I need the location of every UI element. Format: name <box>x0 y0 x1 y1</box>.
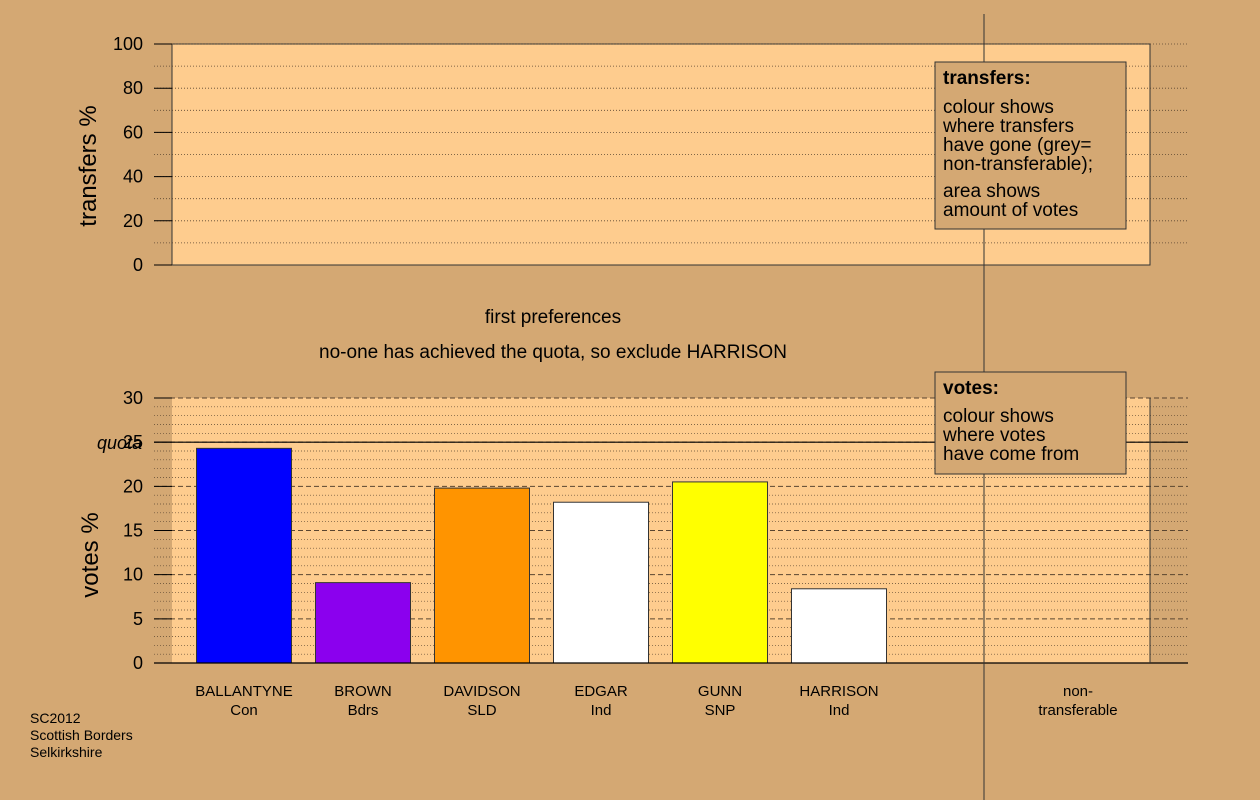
votes-panel: 0 5 10 15 20 25 30 quota votes % BALLANTYNE Con… <box>77 388 1188 719</box>
exclusion-message: no-one has achieved the quota, so exclud… <box>319 342 787 363</box>
transfers-legend-line: amount of votes <box>943 200 1078 221</box>
votes-tick-label: 30 <box>123 388 143 408</box>
candidate-name-label: BALLANTYNE <box>195 683 293 700</box>
transfers-tick-label: 20 <box>123 211 143 231</box>
candidate-party-label: Ind <box>591 702 612 719</box>
transfers-legend-box: transfers: colour shows where transfers … <box>934 61 1127 230</box>
vote-bar-brown <box>315 582 411 664</box>
footer-info: SC2012 Scottish Borders Selkirkshire <box>30 710 133 760</box>
vote-bar-davidson <box>434 487 530 664</box>
votes-tick-label: 15 <box>123 521 143 541</box>
candidate-name-label: EDGAR <box>574 683 628 700</box>
transfers-tick-label: 80 <box>123 78 143 98</box>
votes-tick-label: 5 <box>133 609 143 629</box>
transfers-legend-title: transfers: <box>943 68 1031 89</box>
transfers-tick-label: 60 <box>123 122 143 142</box>
quota-label: quota <box>97 433 142 453</box>
votes-y-axis-title: votes % <box>77 512 104 597</box>
votes-tick-label: 20 <box>123 476 143 496</box>
transfers-legend-line: colour shows <box>943 97 1054 118</box>
votes-tick-label: 25 <box>123 432 143 452</box>
candidate-name-label: BROWN <box>334 683 392 700</box>
footer-council: Scottish Borders <box>30 727 133 743</box>
candidate-party-label: Bdrs <box>348 702 379 719</box>
candidate-party-label: Ind <box>829 702 850 719</box>
transfers-tick-label: 0 <box>133 255 143 275</box>
candidate-party-label: SNP <box>705 702 736 719</box>
transfers-tick-label: 40 <box>123 167 143 187</box>
vote-bar-ballantyne <box>196 447 292 664</box>
vote-bar-edgar <box>553 501 649 664</box>
vote-bar-harrison <box>791 588 887 664</box>
votes-y-ticks: 0 5 10 15 20 25 30 <box>123 388 172 673</box>
vote-bar-gunn <box>672 481 768 664</box>
candidate-name-label: DAVIDSON <box>443 683 520 700</box>
candidate-party-label: transferable <box>1038 702 1117 719</box>
votes-legend-title: votes: <box>943 378 999 399</box>
transfers-legend-line: area shows <box>943 181 1040 202</box>
votes-legend-line: where votes <box>942 425 1045 446</box>
candidate-name-label: non- <box>1063 683 1093 700</box>
transfers-legend-line: have gone (grey= <box>943 135 1091 156</box>
votes-legend-box: votes: colour shows where votes have com… <box>934 371 1127 475</box>
candidate-party-label: SLD <box>467 702 496 719</box>
transfers-legend-line: where transfers <box>942 116 1074 137</box>
transfers-legend-line: non-transferable); <box>943 154 1093 175</box>
votes-tick-label: 0 <box>133 653 143 673</box>
candidate-labels: BALLANTYNE Con BROWN Bdrs DAVIDSON SLD EDGAR In… <box>195 683 1117 719</box>
votes-tick-label: 10 <box>123 565 143 585</box>
footer-ward: Selkirkshire <box>30 744 103 760</box>
vote-bars <box>196 447 887 664</box>
stage-caption: first preferences <box>485 307 621 328</box>
transfers-y-axis-title: transfers % <box>75 105 102 226</box>
footer-election: SC2012 <box>30 710 81 726</box>
transfers-y-ticks: 0 20 40 60 80 100 <box>113 34 172 275</box>
transfers-tick-label: 100 <box>113 34 143 54</box>
votes-legend-line: colour shows <box>943 406 1054 427</box>
candidate-party-label: Con <box>230 702 258 719</box>
candidate-name-label: GUNN <box>698 683 742 700</box>
candidate-name-label: HARRISON <box>799 683 878 700</box>
votes-legend-line: have come from <box>943 444 1079 465</box>
